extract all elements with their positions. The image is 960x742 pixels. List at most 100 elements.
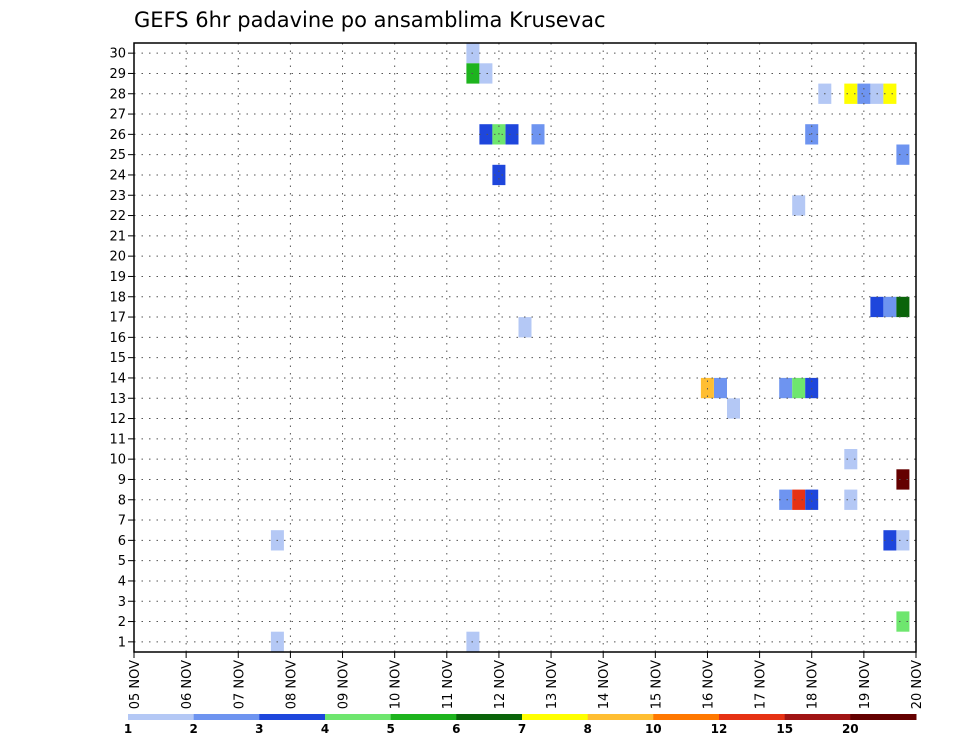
y-tick-label-7: 7 bbox=[118, 514, 126, 529]
y-tick-label-25: 25 bbox=[109, 148, 126, 163]
y-tick-label-8: 8 bbox=[118, 493, 126, 508]
ensemble-cell-18 bbox=[779, 489, 793, 510]
ensemble-cell-28 bbox=[870, 296, 884, 318]
y-tick-label-12: 12 bbox=[109, 412, 126, 427]
legend-swatch-5 bbox=[456, 714, 523, 720]
x-tick-label-4: 09 NOV bbox=[337, 660, 352, 709]
ensemble-cell-30 bbox=[896, 296, 910, 318]
ensemble-cell-14 bbox=[727, 398, 740, 419]
ensemble-cell-24 bbox=[844, 83, 858, 104]
x-tick-label-7: 12 NOV bbox=[493, 660, 508, 709]
y-tick-label-22: 22 bbox=[109, 209, 126, 224]
plot-frame bbox=[133, 42, 917, 653]
y-axis-ticks: 1234567891011121314151617181920212223242… bbox=[109, 47, 134, 650]
ensemble-cell-29 bbox=[883, 296, 897, 318]
ensemble-cell-32 bbox=[844, 489, 858, 510]
y-tick-label-26: 26 bbox=[109, 128, 126, 143]
y-tick-label-1: 1 bbox=[118, 635, 126, 650]
ensemble-cell-37 bbox=[896, 611, 910, 632]
ensemble-cell-35 bbox=[883, 530, 897, 551]
ensemble-cell-9 bbox=[531, 124, 545, 145]
y-tick-label-17: 17 bbox=[109, 311, 126, 326]
legend-label-3: 3 bbox=[255, 722, 263, 736]
legend-swatch-6 bbox=[522, 714, 589, 720]
legend-swatch-3 bbox=[325, 714, 392, 720]
x-tick-label-1: 06 NOV bbox=[180, 660, 195, 709]
ensemble-cell-19 bbox=[792, 489, 806, 510]
ensemble-cell-36 bbox=[896, 530, 910, 551]
x-tick-label-8: 13 NOV bbox=[545, 660, 560, 709]
x-tick-label-15: 20 NOV bbox=[910, 660, 925, 709]
y-tick-label-6: 6 bbox=[118, 534, 126, 549]
y-tick-label-16: 16 bbox=[109, 331, 126, 346]
legend-label-8: 8 bbox=[584, 722, 592, 736]
y-tick-label-14: 14 bbox=[109, 371, 126, 386]
ensemble-cell-25 bbox=[857, 83, 871, 104]
y-tick-label-30: 30 bbox=[109, 47, 126, 62]
y-tick-label-29: 29 bbox=[109, 67, 126, 82]
x-tick-label-12: 17 NOV bbox=[754, 660, 769, 709]
y-tick-label-13: 13 bbox=[109, 392, 126, 407]
ensemble-cell-16 bbox=[792, 377, 806, 399]
x-axis-ticks: 05 NOV 06 NOV 07 NOV 08 NOV 09 NOV 10 NOV 11 N… bbox=[128, 652, 925, 709]
legend-swatch-11 bbox=[850, 714, 917, 720]
color-legend: 1 2 3 4 5 6 7 8 10 12 15 20 bbox=[124, 714, 917, 736]
ensemble-cell-20 bbox=[805, 489, 819, 510]
legend-label-5: 5 bbox=[387, 722, 395, 736]
y-tick-label-2: 2 bbox=[118, 615, 126, 630]
grid-lines bbox=[133, 43, 917, 652]
y-tick-label-10: 10 bbox=[109, 453, 126, 468]
x-tick-label-5: 10 NOV bbox=[389, 660, 404, 709]
y-tick-label-11: 11 bbox=[109, 432, 126, 447]
legend-label-1: 1 bbox=[124, 722, 132, 736]
ensemble-cell-13 bbox=[714, 377, 727, 399]
y-tick-label-23: 23 bbox=[109, 189, 126, 204]
x-tick-label-3: 08 NOV bbox=[284, 660, 299, 709]
y-tick-label-21: 21 bbox=[109, 229, 126, 244]
legend-swatch-2 bbox=[259, 714, 326, 720]
y-tick-label-20: 20 bbox=[109, 250, 126, 265]
x-tick-label-6: 11 NOV bbox=[441, 660, 456, 709]
y-tick-label-9: 9 bbox=[118, 473, 126, 488]
legend-label-7: 7 bbox=[518, 722, 526, 736]
legend-swatch-1 bbox=[193, 714, 260, 720]
y-tick-label-24: 24 bbox=[109, 168, 126, 183]
y-tick-label-19: 19 bbox=[109, 270, 126, 285]
legend-swatch-0 bbox=[128, 714, 195, 720]
ensemble-cell-27 bbox=[883, 83, 897, 104]
chart-title: GEFS 6hr padavine po ansamblima Krusevac bbox=[134, 8, 606, 32]
legend-label-2: 2 bbox=[190, 722, 198, 736]
legend-label-4: 4 bbox=[321, 722, 329, 736]
x-tick-label-13: 18 NOV bbox=[806, 660, 821, 709]
ensemble-cell-33 bbox=[896, 144, 910, 165]
legend-swatch-8 bbox=[653, 714, 720, 720]
y-tick-label-4: 4 bbox=[118, 574, 126, 589]
y-tick-label-27: 27 bbox=[109, 108, 126, 123]
y-tick-label-18: 18 bbox=[109, 290, 126, 305]
legend-label-12: 12 bbox=[711, 722, 728, 736]
legend-label-15: 15 bbox=[776, 722, 793, 736]
ensemble-cell-11 bbox=[518, 317, 532, 338]
x-tick-label-11: 16 NOV bbox=[701, 660, 716, 709]
y-tick-label-15: 15 bbox=[109, 351, 126, 366]
legend-label-6: 6 bbox=[452, 722, 460, 736]
ensemble-cell-15 bbox=[779, 377, 793, 399]
ensemble-cell-6 bbox=[479, 124, 493, 145]
legend-label-10: 10 bbox=[645, 722, 662, 736]
x-tick-label-10: 15 NOV bbox=[649, 660, 664, 709]
legend-swatch-9 bbox=[719, 714, 786, 720]
legend-swatch-4 bbox=[390, 714, 457, 720]
x-tick-label-0: 05 NOV bbox=[128, 660, 143, 709]
ensemble-cell-21 bbox=[792, 195, 806, 216]
y-tick-label-28: 28 bbox=[109, 87, 126, 102]
ensemble-cell-31 bbox=[844, 449, 858, 470]
ensemble-cell-10 bbox=[492, 164, 506, 186]
ensemble-cell-4 bbox=[479, 63, 493, 84]
ensemble-cell-8 bbox=[505, 124, 519, 145]
y-tick-label-5: 5 bbox=[118, 554, 126, 569]
legend-label-20: 20 bbox=[842, 722, 859, 736]
x-tick-label-9: 14 NOV bbox=[597, 660, 612, 709]
legend-swatch-7 bbox=[587, 714, 654, 720]
legend-swatch-10 bbox=[784, 714, 851, 720]
